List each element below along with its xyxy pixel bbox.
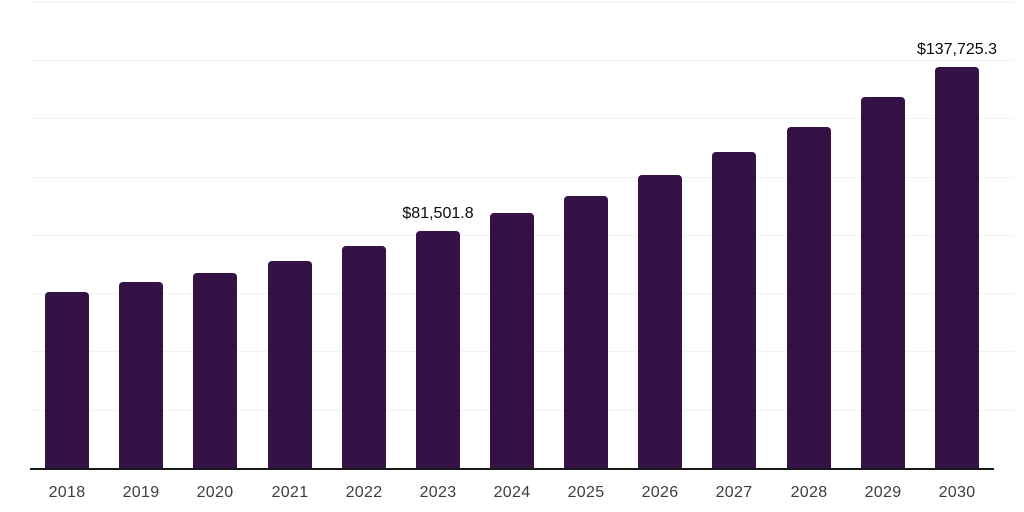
x-tick-label-2022: 2022 [345,484,383,501]
x-tick-label-2018: 2018 [48,484,86,501]
bar-2020[interactable] [193,273,237,468]
bar-2022[interactable] [342,246,386,468]
bar-2019[interactable] [119,282,163,468]
bar-2023[interactable] [416,231,460,468]
bar-2018[interactable] [45,292,89,468]
x-tick-label-2024: 2024 [493,484,531,501]
value-label-2023: $81,501.8 [402,205,474,222]
x-tick-label-2019: 2019 [122,484,160,501]
bar-2024[interactable] [490,213,534,468]
x-tick-label-2020: 2020 [196,484,234,501]
x-axis-line [30,468,994,470]
bar-2026[interactable] [638,175,682,468]
x-tick-label-2028: 2028 [790,484,828,501]
x-tick-label-2025: 2025 [567,484,605,501]
bar-2027[interactable] [712,152,756,468]
bar-2030[interactable] [935,67,979,468]
x-tick-label-2021: 2021 [271,484,309,501]
bar-2025[interactable] [564,196,608,468]
bar-2028[interactable] [787,127,831,468]
x-tick-label-2027: 2027 [715,484,753,501]
x-tick-label-2030: 2030 [938,484,976,501]
bar-2029[interactable] [861,97,905,468]
x-tick-label-2023: 2023 [419,484,457,501]
bar-2021[interactable] [268,261,312,468]
gridline [30,177,1014,178]
gridline [30,118,1014,119]
value-label-2030: $137,725.3 [916,41,998,58]
gridline [30,60,1014,61]
gridline [30,2,1014,3]
x-tick-label-2026: 2026 [641,484,679,501]
x-tick-label-2029: 2029 [864,484,902,501]
